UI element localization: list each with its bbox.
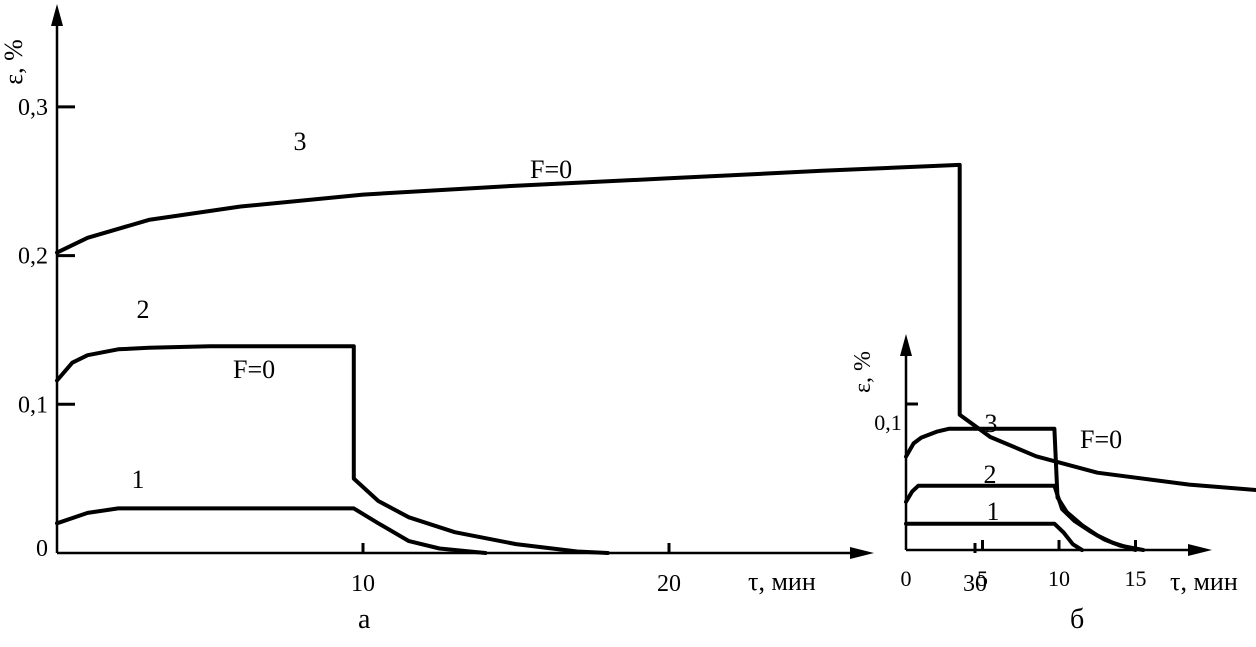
panel-a-series-2-label: 2 [137, 295, 150, 324]
panel-b-series-2-label: 2 [984, 460, 997, 489]
panel-b-x-tick-label-2: 10 [1048, 566, 1070, 591]
panel-a: 1020304000,10,20,3 123 ε, % τ, мин а F=0… [0, 4, 1256, 635]
panel-a-y-axis-label: ε, % [0, 39, 28, 85]
panel-a-series-1-line [55, 506, 488, 555]
panel-b-x-axis-label: τ, мин [1170, 567, 1238, 596]
panel-a-series: 1 2 3 [55, 127, 1256, 555]
panel-b-series: 1 2 3 [904, 409, 1146, 552]
panel-a-series-2-line [55, 344, 610, 555]
panel-a-x-axis-label: τ, мин [748, 567, 816, 596]
panel-a-x-axis-arrow [850, 547, 874, 559]
panel-b: 0 5 10 15 0,1 1 2 3 ε, % τ, мин б F=0 [850, 334, 1238, 635]
panel-a-label: а [358, 604, 371, 635]
panel-b-label: б [1070, 604, 1084, 635]
panel-b-ticks: 0 5 10 15 0,1 [874, 402, 1147, 591]
panel-a-x-tick-label-1: 20 [657, 571, 681, 597]
panel-a-series-1-label: 1 [132, 465, 145, 494]
panel-a-x-tick-label-2: 30 [963, 571, 987, 597]
panel-b-series-3-line [904, 426, 1138, 552]
panel-a-y-axis-arrow [51, 4, 63, 26]
panel-b-y-axis-label: ε, % [850, 351, 876, 393]
panel-b-x-tick-label-0: 0 [901, 566, 912, 591]
panel-a-series-3-line [55, 162, 1256, 492]
panel-a-series-3-label: 3 [294, 127, 307, 156]
panel-b-x-tick-label-1: 5 [977, 566, 988, 591]
panel-b-series-3-label: 3 [985, 409, 998, 438]
panel-b-annotation: F=0 [1080, 425, 1122, 454]
panel-b-series-1-line [904, 521, 1084, 552]
panel-a-series-3-annotation: F=0 [530, 155, 572, 184]
panel-b-y-tick-label-0: 0,1 [874, 410, 902, 435]
panel-b-series-1-label: 1 [987, 497, 1000, 526]
panel-a-x-tick-label-0: 10 [351, 571, 375, 597]
panel-a-y-tick-label-0: 0 [36, 536, 48, 562]
panel-b-x-tick-label-3: 15 [1125, 566, 1147, 591]
panel-a-y-tick-label-2: 0,2 [18, 244, 48, 270]
panel-a-ticks: 1020304000,10,20,3 [18, 95, 987, 597]
panel-a-y-tick-label-3: 0,3 [18, 95, 48, 121]
panel-b-y-axis-arrow [900, 334, 912, 356]
panel-a-y-tick-label-1: 0,1 [18, 392, 48, 418]
panel-a-series-2-annotation: F=0 [233, 355, 275, 384]
panel-b-x-axis-arrow [1188, 544, 1212, 556]
